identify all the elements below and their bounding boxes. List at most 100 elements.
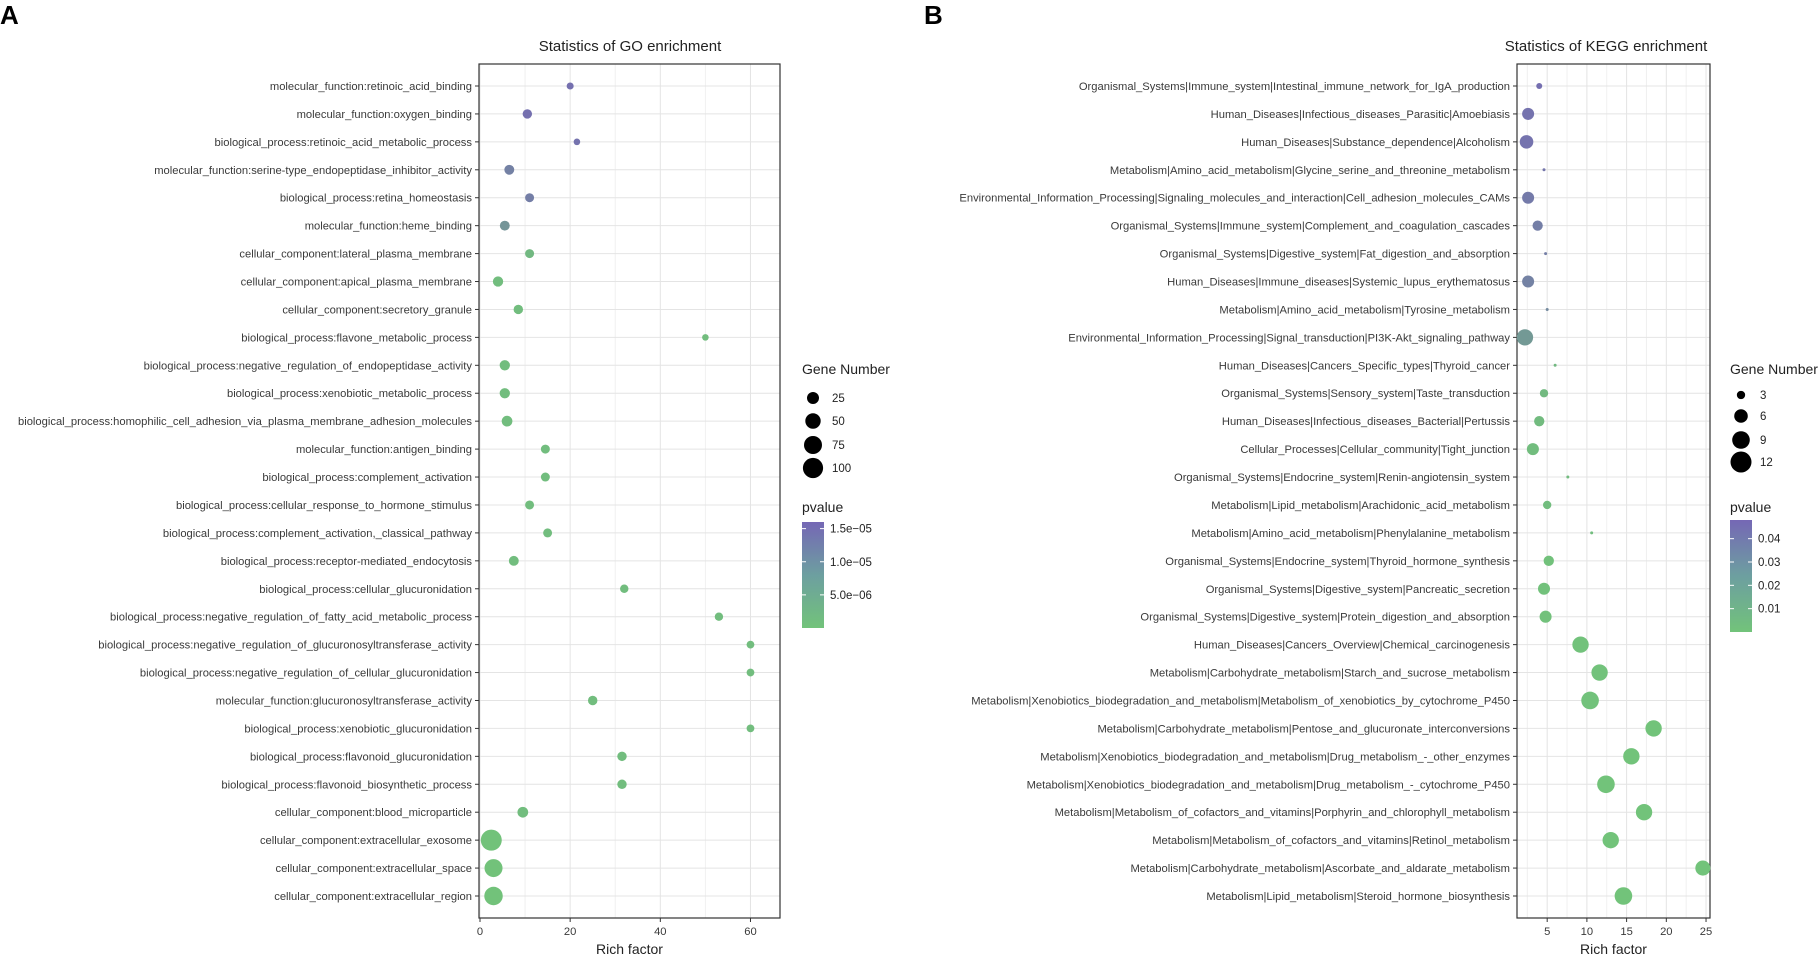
data-point — [1645, 720, 1662, 737]
size-legend-label: 12 — [1760, 457, 1773, 469]
kegg-enrichment-panel: Statistics of KEGG enrichment Organismal_… — [959, 38, 1818, 957]
category-label: Metabolism|Xenobiotics_biodegradation_an… — [1040, 751, 1510, 763]
data-point — [501, 415, 513, 427]
data-point — [1543, 555, 1554, 566]
chart-title: Statistics of GO enrichment — [539, 38, 722, 55]
data-point — [1519, 135, 1534, 149]
category-label: biological_process:xenobiotic_glucuronid… — [244, 723, 472, 735]
category-label: cellular_component:extracellular_space — [275, 863, 472, 875]
data-point — [508, 555, 519, 566]
color-legend-title: pvalue — [1730, 499, 1771, 515]
category-label: biological_process:complement_activation — [262, 472, 472, 484]
category-label: biological_process:retina_homeostasis — [280, 193, 473, 205]
color-legend-label: 5.0e−06 — [830, 590, 872, 602]
data-point — [1516, 329, 1534, 346]
size-legend-label: 9 — [1760, 435, 1766, 447]
x-tick-label: 20 — [564, 926, 576, 938]
x-axis-label: Rich factor — [596, 941, 663, 957]
category-label: Metabolism|Lipid_metabolism|Arachidonic_… — [1211, 500, 1510, 512]
category-label: Metabolism|Metabolism_of_cofactors_and_v… — [1055, 807, 1510, 819]
category-label: Metabolism|Xenobiotics_biodegradation_an… — [1027, 779, 1510, 791]
x-tick-label: 25 — [1700, 926, 1712, 938]
data-point — [1522, 191, 1535, 204]
data-point — [617, 779, 627, 789]
data-point — [702, 334, 709, 341]
panel-letter-b: B — [924, 0, 943, 30]
category-label: Human_Diseases|Cancers_Overview|Chemical… — [1194, 640, 1510, 652]
category-label: molecular_function:heme_binding — [305, 221, 472, 233]
x-tick-label: 20 — [1660, 926, 1672, 938]
size-legend-key — [805, 413, 821, 429]
color-legend-label: 1.5e−05 — [830, 524, 872, 536]
color-legend-title: pvalue — [802, 499, 843, 515]
data-point — [484, 859, 503, 878]
size-legend-label: 100 — [832, 463, 851, 475]
data-point — [1591, 664, 1608, 681]
data-point — [1572, 636, 1589, 653]
data-point — [1539, 389, 1549, 398]
data-point — [1597, 775, 1615, 794]
category-label: Metabolism|Carbohydrate_metabolism|Pento… — [1097, 723, 1510, 735]
category-label: Metabolism|Carbohydrate_metabolism|Starc… — [1150, 668, 1510, 680]
color-legend-bar — [802, 522, 824, 628]
size-legend-key — [804, 436, 822, 454]
category-label: biological_process:negative_regulation_o… — [140, 668, 472, 680]
category-label: biological_process:retinoic_acid_metabol… — [215, 137, 473, 149]
category-label: Organismal_Systems|Sensory_system|Taste_… — [1221, 388, 1510, 400]
go-enrichment-panel: Statistics of GO enrichment molecular_fun… — [18, 38, 890, 957]
data-point — [587, 695, 598, 706]
data-point — [1566, 475, 1570, 479]
x-tick-label: 10 — [1581, 926, 1593, 938]
data-point — [1526, 443, 1539, 456]
category-label: Organismal_Systems|Immune_system|Intesti… — [1079, 81, 1510, 93]
data-point — [1532, 220, 1543, 231]
category-label: biological_process:complement_activation… — [163, 528, 472, 540]
data-point — [1544, 252, 1548, 256]
category-label: cellular_component:apical_plasma_membran… — [241, 277, 472, 289]
data-point — [525, 249, 535, 259]
category-label: Human_Diseases|Infectious_diseases_Bacte… — [1222, 416, 1511, 428]
category-label: cellular_component:lateral_plasma_membra… — [239, 249, 472, 261]
size-legend-label: 3 — [1760, 390, 1766, 402]
category-label: Metabolism|Lipid_metabolism|Steroid_horm… — [1206, 891, 1510, 903]
data-point — [573, 138, 581, 146]
data-point — [746, 640, 755, 649]
plot-border — [478, 63, 781, 919]
data-point — [1590, 531, 1594, 535]
data-point — [504, 164, 515, 175]
category-label: Organismal_Systems|Digestive_system|Fat_… — [1160, 249, 1510, 261]
category-label: cellular_component:extracellular_region — [274, 891, 472, 903]
category-label: biological_process:negative_regulation_o… — [144, 360, 473, 372]
category-label: Metabolism|Amino_acid_metabolism|Glycine… — [1110, 165, 1510, 177]
data-point — [480, 829, 502, 851]
data-point — [1553, 363, 1557, 367]
x-tick-label: 15 — [1620, 926, 1632, 938]
panel-letter-a: A — [0, 0, 19, 30]
data-point — [1536, 82, 1543, 90]
category-label: Metabolism|Amino_acid_metabolism|Tyrosin… — [1219, 304, 1510, 316]
data-point — [499, 360, 510, 371]
data-point — [540, 444, 550, 454]
category-label: Human_Diseases|Cancers_Specific_types|Th… — [1219, 360, 1511, 372]
size-legend-key — [807, 392, 819, 404]
data-point — [1539, 610, 1552, 623]
size-legend-label: 50 — [832, 416, 845, 428]
category-label: molecular_function:antigen_binding — [296, 444, 472, 456]
category-label: Organismal_Systems|Digestive_system|Prot… — [1140, 612, 1510, 624]
category-label: molecular_function:glucuronosyltransfera… — [216, 695, 473, 707]
category-label: cellular_component:secretory_granule — [282, 304, 472, 316]
data-point — [492, 276, 504, 287]
data-point — [499, 220, 510, 231]
data-point — [1537, 582, 1551, 595]
category-label: Metabolism|Amino_acid_metabolism|Phenyla… — [1191, 528, 1510, 540]
size-legend-key — [1734, 409, 1748, 423]
data-point — [484, 886, 503, 906]
data-point — [522, 109, 533, 119]
size-legend-key — [1730, 451, 1752, 473]
chart-title: Statistics of KEGG enrichment — [1505, 38, 1708, 55]
plot-background — [479, 64, 780, 918]
category-label: Human_Diseases|Immune_diseases|Systemic_… — [1167, 277, 1510, 289]
data-point — [1602, 831, 1619, 849]
category-label: biological_process:homophilic_cell_adhes… — [18, 416, 472, 428]
